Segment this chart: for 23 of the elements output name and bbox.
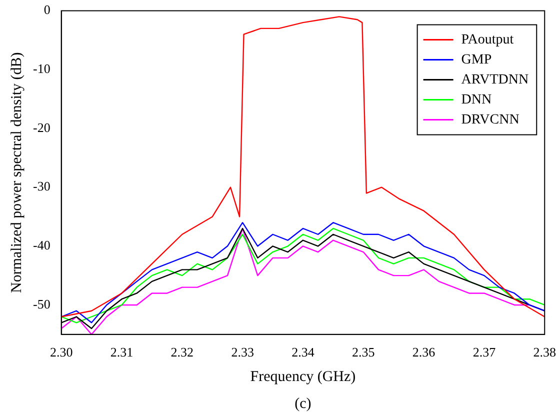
- x-tick-label: 2.37: [472, 344, 496, 360]
- y-tick-label: -10: [32, 61, 50, 76]
- legend-label: PAoutput: [461, 32, 514, 48]
- legend-label: GMP: [461, 52, 492, 68]
- x-tick-label: 2.31: [110, 344, 134, 360]
- legend-label: ARVTDNN: [461, 72, 529, 88]
- x-tick-label: 2.34: [292, 344, 315, 360]
- x-tick-label: 2.32: [170, 344, 194, 360]
- x-tick-label: 2.30: [50, 344, 73, 360]
- y-tick-label: -30: [32, 178, 50, 194]
- x-tick-label: 2.33: [231, 344, 254, 360]
- x-tick-label: 2.35: [352, 344, 375, 360]
- y-tick-label: 0: [44, 2, 50, 18]
- y-tick-label: -50: [32, 296, 50, 312]
- legend-label: DRVCNN: [461, 112, 520, 128]
- x-axis-title: Frequency (GHz): [250, 368, 356, 385]
- x-tick-label: 2.36: [412, 344, 436, 360]
- text: (c): [294, 396, 312, 412]
- y-tick-label: -20: [32, 120, 50, 135]
- legend-label: DNN: [461, 92, 492, 108]
- y-tick-label: -40: [32, 238, 50, 253]
- y-axis-title: Normalized power spectral density (dB): [8, 52, 25, 293]
- x-tick-label: 2.38: [533, 344, 556, 360]
